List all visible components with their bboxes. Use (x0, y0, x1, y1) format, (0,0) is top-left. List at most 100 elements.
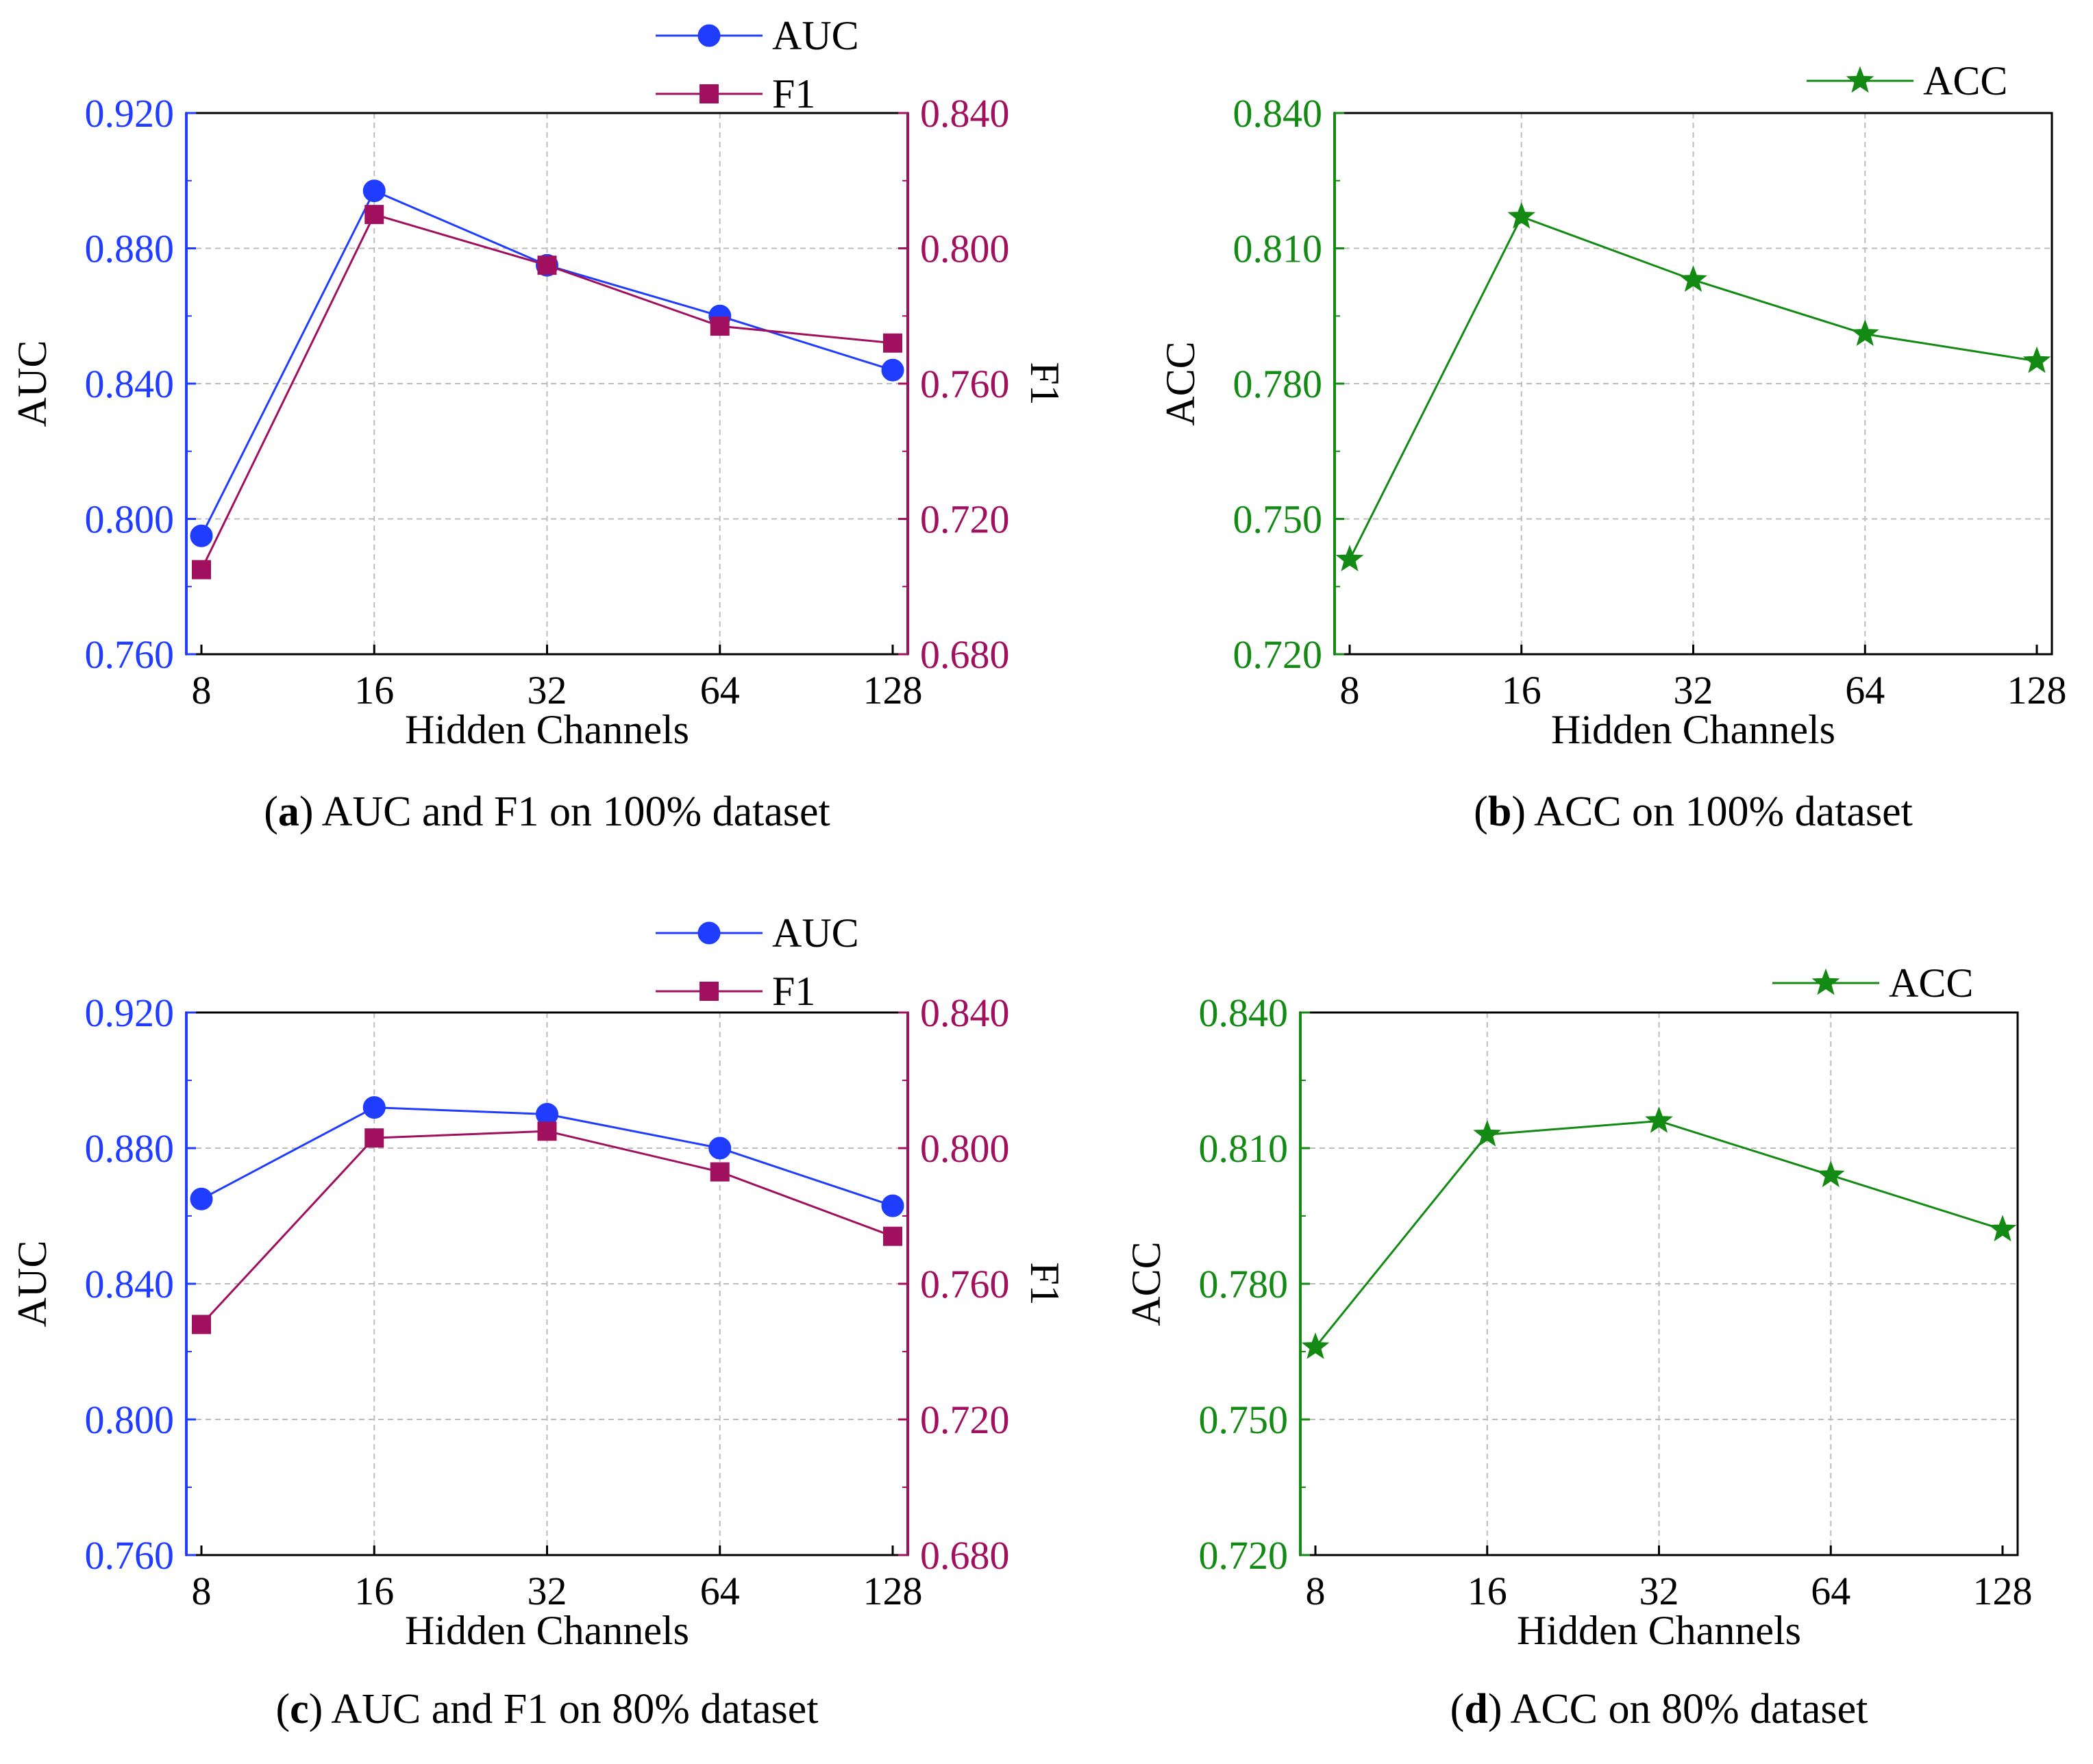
caption-text: AUC and F1 on 80% dataset (331, 1686, 818, 1732)
right-tick-label: 0.840 (920, 91, 1010, 136)
left-tick-label: 0.840 (1199, 991, 1289, 1035)
x-tick-label: 32 (528, 1569, 567, 1613)
left-tick-label: 0.810 (1233, 227, 1323, 271)
left-tick-label: 0.920 (85, 991, 175, 1035)
y-axis-label-left: AUC (10, 340, 55, 427)
data-point-acc (1850, 319, 1879, 346)
legend-label: ACC (1889, 960, 1973, 1006)
legend-marker (697, 921, 721, 945)
legend-marker (697, 24, 721, 47)
right-tick-label: 0.800 (920, 227, 1010, 271)
data-point-auc (881, 1194, 904, 1217)
series-f1 (192, 1121, 902, 1334)
x-tick-label: 16 (1467, 1569, 1507, 1613)
x-tick-label: 32 (1639, 1569, 1679, 1613)
left-tick-label: 0.720 (1199, 1533, 1289, 1578)
left-tick-label: 0.920 (85, 91, 175, 136)
y-axis-label-left: AUC (10, 1241, 55, 1328)
y-axis-label-right: F1 (1022, 1262, 1067, 1305)
x-tick-label: 16 (354, 1569, 394, 1613)
left-tick-label: 0.800 (85, 1397, 175, 1442)
x-tick-label: 32 (528, 668, 567, 712)
x-tick-label: 128 (2007, 668, 2067, 712)
caption-paren: ( (275, 1686, 290, 1732)
legend-entry-f1: F1 (656, 71, 815, 116)
data-point-acc (1645, 1106, 1673, 1133)
caption-paren: ) (1511, 788, 1534, 835)
legend-label: AUC (772, 910, 859, 956)
caption: (b) ACC on 100% dataset (1474, 788, 1913, 835)
legend-label: AUC (772, 13, 859, 58)
data-point-auc (190, 524, 213, 547)
data-point-acc (2022, 346, 2051, 373)
y-axis-label-left: ACC (1158, 341, 1203, 425)
left-tick-label: 0.760 (85, 632, 175, 677)
left-tick-label: 0.880 (85, 227, 175, 271)
x-tick-label: 8 (192, 1569, 212, 1613)
data-point-acc (1507, 201, 1536, 229)
data-point-acc (1335, 545, 1364, 572)
data-point-f1 (710, 1162, 730, 1182)
x-axis-label: Hidden Channels (1551, 707, 1835, 752)
data-point-auc (190, 1187, 213, 1210)
legend-entry-f1: F1 (656, 969, 815, 1014)
x-axis-label: Hidden Channels (405, 707, 689, 752)
caption: (a) AUC and F1 on 100% dataset (264, 788, 830, 835)
chart-panel-a: 0.760 0.800 0.840 0.880 0.920 0.680 0.720 0.760… (10, 13, 1067, 835)
caption-letter: d (1464, 1686, 1487, 1732)
x-tick-label: 64 (1845, 668, 1885, 712)
left-tick-label: 0.760 (85, 1533, 175, 1578)
data-point-acc (1679, 265, 1707, 292)
left-tick-label: 0.810 (1199, 1126, 1289, 1171)
caption-text: AUC and F1 on 100% dataset (322, 788, 830, 835)
caption-paren: ) (299, 788, 322, 835)
caption-paren: ( (1474, 788, 1488, 835)
data-point-acc (1988, 1215, 2017, 1242)
data-point-f1 (883, 333, 902, 353)
legend-label: F1 (772, 71, 815, 116)
caption-letter: a (278, 788, 299, 835)
left-tick-label: 0.750 (1233, 497, 1323, 542)
data-point-f1 (192, 560, 211, 580)
data-point-f1 (537, 1121, 557, 1141)
data-point-auc (881, 358, 904, 382)
data-point-f1 (710, 316, 730, 336)
left-tick-label: 0.780 (1199, 1262, 1289, 1306)
x-tick-label: 64 (700, 668, 740, 712)
y-axis-label-left: ACC (1124, 1241, 1169, 1326)
right-tick-label: 0.800 (920, 1126, 1010, 1171)
chart-panel-c: 0.760 0.800 0.840 0.880 0.920 0.680 0.720 0.760… (10, 910, 1067, 1732)
right-tick-label: 0.720 (920, 1397, 1010, 1442)
caption-text: ACC on 100% dataset (1534, 788, 1913, 835)
caption-letter: c (290, 1686, 309, 1732)
right-tick-label: 0.720 (920, 497, 1010, 542)
data-point-auc (708, 1136, 732, 1160)
caption-paren: ) (309, 1686, 332, 1732)
legend-entry-acc: ACC (1772, 960, 1973, 1006)
caption: (c) AUC and F1 on 80% dataset (275, 1686, 818, 1732)
series-acc (1301, 1106, 2017, 1359)
series-auc (190, 1096, 904, 1217)
left-tick-label: 0.840 (85, 362, 175, 406)
data-point-acc (1301, 1332, 1330, 1359)
left-tick-label: 0.750 (1199, 1397, 1289, 1442)
x-tick-label: 128 (863, 668, 923, 712)
data-point-auc (362, 1096, 386, 1119)
data-point-f1 (364, 205, 384, 225)
left-tick-label: 0.800 (85, 497, 175, 542)
legend-label: F1 (772, 969, 815, 1014)
data-point-f1 (192, 1315, 211, 1334)
x-tick-label: 8 (1306, 1569, 1326, 1613)
x-tick-label: 16 (1502, 668, 1541, 712)
caption: (d) ACC on 80% dataset (1450, 1686, 1868, 1732)
left-tick-label: 0.840 (85, 1262, 175, 1306)
caption-paren: ) (1488, 1686, 1511, 1732)
legend-label: ACC (1923, 58, 2007, 103)
x-axis-label: Hidden Channels (405, 1608, 689, 1653)
data-point-auc (362, 179, 386, 203)
data-point-acc (1816, 1160, 1845, 1187)
left-tick-label: 0.880 (85, 1126, 175, 1171)
left-tick-label: 0.720 (1233, 632, 1323, 677)
series-acc (1335, 201, 2051, 572)
